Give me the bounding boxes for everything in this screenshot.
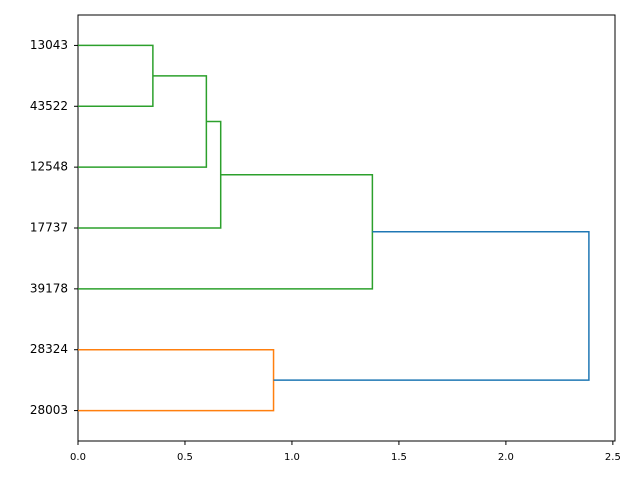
dendrogram-link — [78, 174, 374, 290]
leaf-label: 28003 — [30, 403, 68, 417]
x-tick-label: 0.0 — [70, 452, 86, 463]
dendrogram-link — [78, 75, 208, 168]
leaf-label: 28324 — [30, 342, 68, 356]
leaf-label: 39178 — [30, 281, 68, 295]
x-tick-label: 1.5 — [391, 452, 407, 463]
x-tick-label: 2.0 — [498, 452, 514, 463]
x-tick-label: 2.5 — [605, 452, 621, 463]
dendrogram-link — [78, 120, 222, 229]
dendrogram-link — [78, 348, 275, 412]
leaf-label: 17737 — [30, 221, 68, 235]
leaf-label: 13043 — [30, 38, 68, 52]
leaf-label: 12548 — [30, 160, 68, 174]
x-tick-label: 1.0 — [284, 452, 300, 463]
leaf-label: 43522 — [30, 99, 68, 113]
x-tick-label: 0.5 — [177, 452, 193, 463]
dendrogram-link — [273, 231, 590, 381]
dendrogram-link — [78, 44, 154, 108]
